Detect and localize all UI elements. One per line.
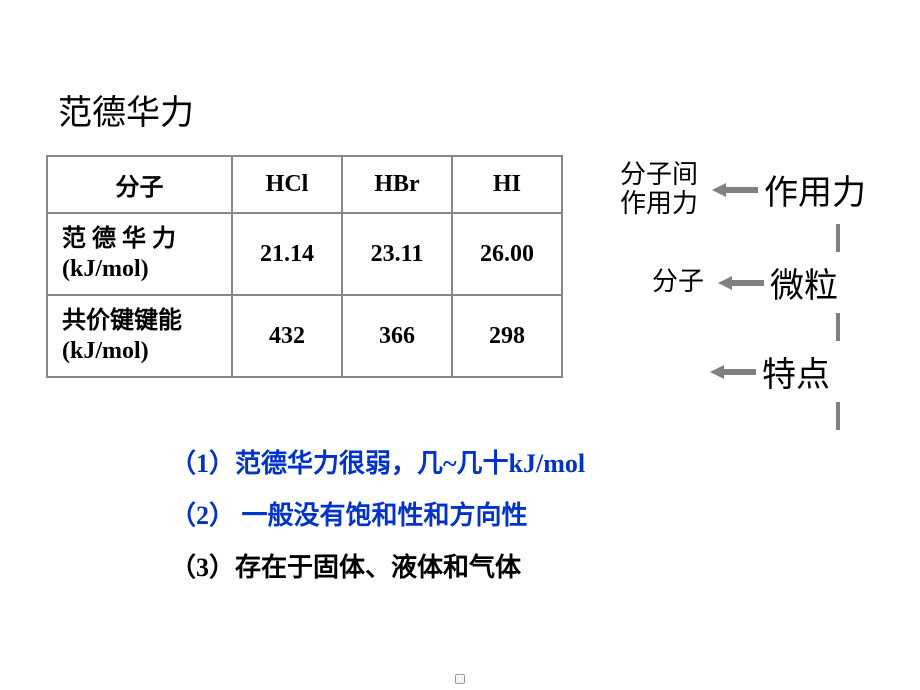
concept-right-2: 微粒 bbox=[770, 258, 838, 307]
arrow-left-icon bbox=[718, 274, 764, 292]
bullet-item-3: （3）存在于固体、液体和气体 bbox=[170, 542, 585, 594]
bullet-text-1: 范德华力很弱，几~几十kJ/mol bbox=[235, 449, 585, 478]
row-vdw-label: 范 德 华 力 (kJ/mol) bbox=[47, 213, 232, 295]
concept-right-3: 特点 bbox=[762, 347, 830, 396]
cell-vdw-hcl: 21.14 bbox=[232, 213, 342, 295]
vanderwaals-table: 分子 HCl HBr HI 范 德 华 力 (kJ/mol) 21.14 23.… bbox=[46, 155, 563, 378]
bullet-num-3: （3） bbox=[170, 553, 235, 582]
page-title: 范德华力 bbox=[58, 85, 194, 134]
cell-bond-hbr: 366 bbox=[342, 295, 452, 377]
concept-left-1: 分子间作用力 bbox=[620, 161, 698, 218]
bullet-num-1: （1） bbox=[170, 449, 235, 478]
header-hcl: HCl bbox=[232, 156, 342, 213]
header-hi: HI bbox=[452, 156, 562, 213]
bullet-item-1: （1）范德华力很弱，几~几十kJ/mol bbox=[170, 438, 585, 490]
arrow-left-icon bbox=[712, 181, 758, 199]
connector-line-icon bbox=[810, 313, 866, 341]
concept-map: 分子间作用力 作用力 分子 微粒 特点 bbox=[620, 155, 866, 430]
cell-vdw-hbr: 23.11 bbox=[342, 213, 452, 295]
cell-bond-hi: 298 bbox=[452, 295, 562, 377]
header-molecule: 分子 bbox=[47, 156, 232, 213]
concept-row-2: 分子 微粒 bbox=[652, 258, 866, 307]
concept-row-1: 分子间作用力 作用力 bbox=[620, 161, 866, 218]
header-hbr: HBr bbox=[342, 156, 452, 213]
concept-left-2: 分子 bbox=[652, 268, 704, 297]
connector-line-icon bbox=[810, 402, 866, 430]
concept-row-3: 特点 bbox=[704, 347, 866, 396]
bullet-text-2: 一般没有饱和性和方向性 bbox=[235, 501, 528, 530]
page-marker-icon: □ bbox=[455, 674, 465, 684]
arrow-left-icon bbox=[710, 363, 756, 381]
concept-right-1: 作用力 bbox=[764, 165, 866, 214]
cell-bond-hcl: 432 bbox=[232, 295, 342, 377]
cell-vdw-hi: 26.00 bbox=[452, 213, 562, 295]
bullet-text-3: 存在于固体、液体和气体 bbox=[235, 553, 521, 582]
table-header-row: 分子 HCl HBr HI bbox=[47, 156, 562, 213]
bullet-item-2: （2） 一般没有饱和性和方向性 bbox=[170, 490, 585, 542]
table-row: 范 德 华 力 (kJ/mol) 21.14 23.11 26.00 bbox=[47, 213, 562, 295]
table-row: 共价键键能 (kJ/mol) 432 366 298 bbox=[47, 295, 562, 377]
bullet-list: （1）范德华力很弱，几~几十kJ/mol （2） 一般没有饱和性和方向性 （3）… bbox=[170, 438, 585, 594]
row-bond-label: 共价键键能 (kJ/mol) bbox=[47, 295, 232, 377]
connector-line-icon bbox=[810, 224, 866, 252]
bullet-num-2: （2） bbox=[170, 501, 235, 530]
